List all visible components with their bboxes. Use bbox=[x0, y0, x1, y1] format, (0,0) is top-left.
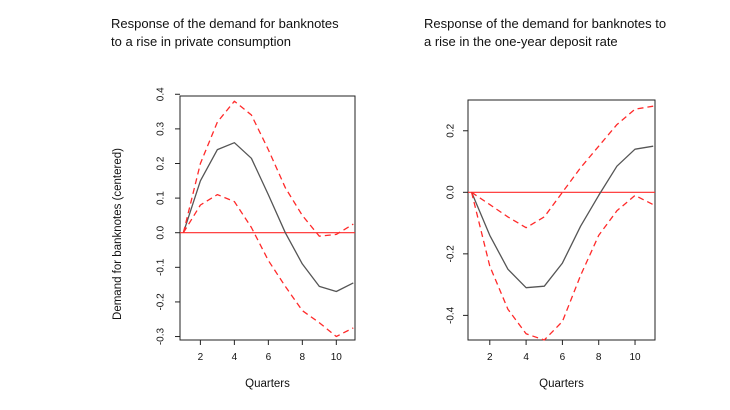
chart-2-title-line-1: Response of the demand for banknotes to bbox=[424, 16, 667, 31]
x-tick-label: 2 bbox=[487, 352, 493, 363]
chart-1-title: Response of the demand for banknotes to … bbox=[111, 15, 339, 51]
y-tick-label: 0.4 bbox=[156, 87, 167, 101]
y-tick-label: -0.4 bbox=[446, 306, 457, 324]
chart-1-title-line-1: Response of the demand for banknotes bbox=[111, 16, 339, 31]
chart-2-title: Response of the demand for banknotes to … bbox=[424, 15, 666, 51]
x-tick-label: 8 bbox=[300, 352, 306, 363]
x-tick-label: 10 bbox=[629, 352, 641, 363]
y-tick-label: 0.1 bbox=[156, 191, 167, 205]
x-tick-label: 4 bbox=[523, 352, 529, 363]
upper-band-line bbox=[182, 100, 354, 237]
estimate-line bbox=[182, 142, 354, 293]
x-tick-label: 6 bbox=[266, 352, 272, 363]
plot-frame bbox=[179, 95, 356, 341]
y-tick-label: 0.2 bbox=[156, 156, 167, 170]
estimate-line bbox=[471, 145, 654, 289]
y-tick-label: -0.3 bbox=[156, 327, 167, 345]
y-tick-label: 0.2 bbox=[446, 123, 457, 137]
y-tick-label: 0.3 bbox=[156, 121, 167, 135]
x-tick-label: 6 bbox=[560, 352, 566, 363]
chart-1-title-line-2: to a rise in private consumption bbox=[111, 34, 291, 49]
x-tick-label: 10 bbox=[331, 352, 343, 363]
y-tick-label: 0.0 bbox=[156, 225, 167, 239]
x-tick-label: 8 bbox=[596, 352, 602, 363]
y-tick-label: -0.2 bbox=[156, 293, 167, 311]
x-axis-label: Quarters bbox=[245, 378, 290, 390]
lower-band-line bbox=[182, 193, 354, 338]
chart-2-title-line-2: a rise in the one-year deposit rate bbox=[424, 34, 618, 49]
y-tick-label: -0.1 bbox=[156, 258, 167, 276]
plot-frame bbox=[467, 99, 656, 341]
y-axis-label: Demand for banknotes (centered) bbox=[112, 148, 124, 320]
y-tick-label: 0.0 bbox=[446, 185, 457, 199]
chart-1: 2 4 6 8 10 0.4 0.3 0.2 0.1 0.0 -0.1 -0.2 -0.3 Quarter… bbox=[112, 87, 356, 390]
lower-band-line bbox=[470, 192, 654, 341]
upper-band-line bbox=[471, 105, 654, 229]
chart-2: 2 4 6 8 10 0.2 0.0 -0.2 -0.4 Quarters bbox=[446, 99, 656, 390]
x-tick-label: 2 bbox=[198, 352, 204, 363]
x-axis-label: Quarters bbox=[539, 378, 584, 390]
x-tick-label: 4 bbox=[232, 352, 238, 363]
y-tick-label: -0.2 bbox=[446, 245, 457, 263]
